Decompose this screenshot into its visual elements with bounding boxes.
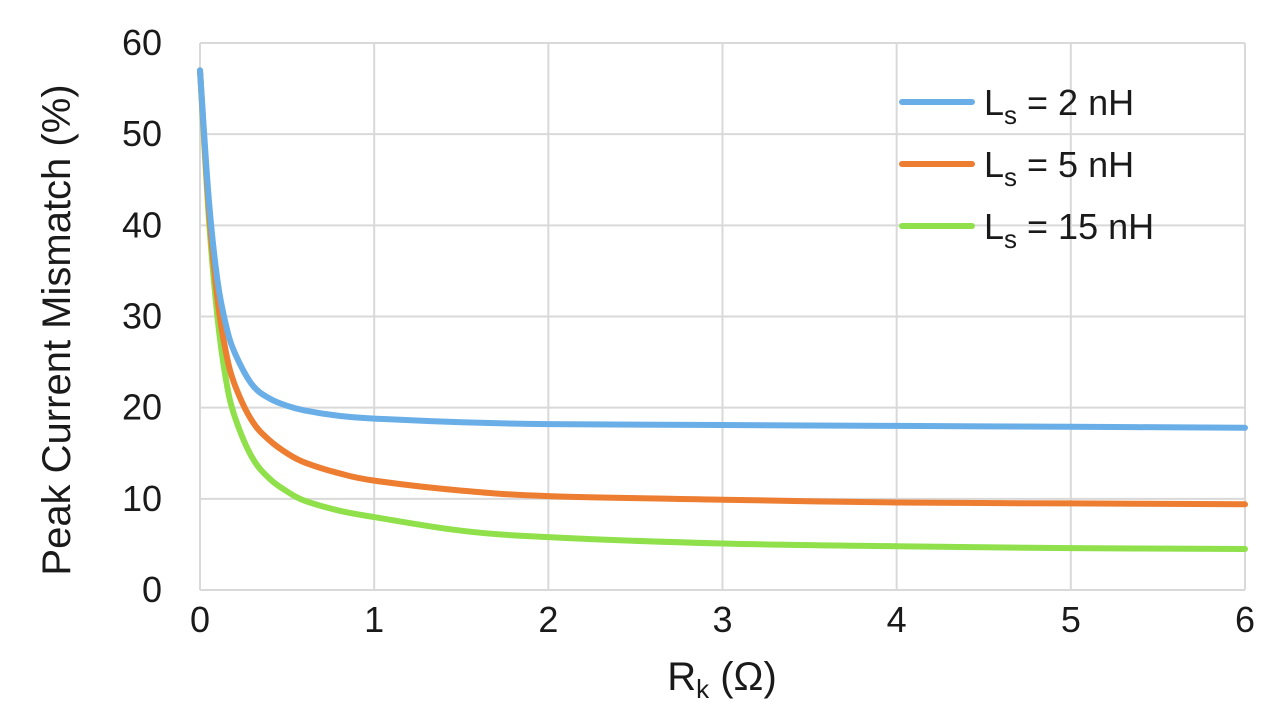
x-tick-label: 0 (190, 599, 210, 640)
x-tick-label: 1 (364, 599, 384, 640)
y-tick-label: 40 (122, 204, 162, 245)
y-tick-label: 30 (122, 296, 162, 337)
series-line-1 (197, 67, 1248, 508)
x-tick-labels: 0 1 2 3 4 5 6 (190, 599, 1255, 640)
series-line-2 (197, 67, 1248, 552)
y-tick-label: 0 (142, 569, 162, 610)
y-axis-title: Peak Current Mismatch (%) (35, 84, 79, 575)
y-tick-label: 50 (122, 113, 162, 154)
x-tick-label: 5 (1061, 599, 1081, 640)
x-tick-label: 2 (538, 599, 558, 640)
legend-label: Ls = 2 nH (984, 82, 1134, 130)
y-tick-label: 60 (122, 22, 162, 63)
x-axis-title: Rk (Ω) (667, 655, 777, 704)
x-tick-label: 6 (1235, 599, 1255, 640)
y-tick-labels: 0 10 20 30 40 50 60 (122, 22, 162, 610)
x-tick-label: 4 (887, 599, 907, 640)
x-tick-label: 3 (712, 599, 732, 640)
series-lines (197, 67, 1248, 552)
y-tick-label: 10 (122, 478, 162, 519)
series-line-0 (197, 67, 1248, 431)
gridlines (199, 42, 1246, 591)
y-tick-label: 20 (122, 387, 162, 428)
legend-label: Ls = 15 nH (984, 206, 1154, 254)
legend: Ls = 2 nH Ls = 5 nH Ls = 15 nH (899, 82, 1154, 254)
legend-label: Ls = 5 nH (984, 144, 1134, 192)
